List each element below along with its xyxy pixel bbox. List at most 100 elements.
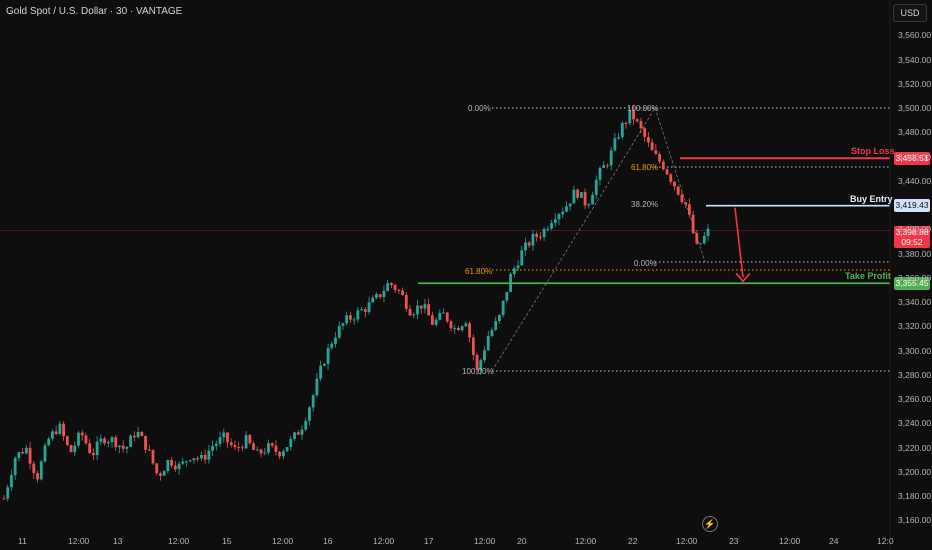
- candle-body: [77, 432, 80, 446]
- current-price: 3,398.88: [895, 227, 929, 237]
- candle-body: [639, 120, 643, 129]
- candle-body: [550, 222, 553, 229]
- price-tick: 3,440.00: [898, 175, 932, 186]
- candle-body: [24, 447, 28, 454]
- candle-body: [203, 454, 207, 460]
- time-tick: 17: [424, 536, 434, 546]
- candle-body: [427, 304, 431, 316]
- candle-body: [110, 437, 114, 443]
- candle-body: [226, 432, 229, 443]
- current-price-tag: 3,398.88 09:52: [894, 226, 930, 248]
- candle-body: [475, 354, 479, 371]
- candle-body: [147, 449, 151, 451]
- candle-body: [479, 360, 483, 371]
- lightning-icon[interactable]: ⚡: [702, 516, 718, 532]
- price-tick: 3,380.00: [898, 248, 932, 259]
- candle-body: [594, 179, 598, 195]
- time-tick: 13: [113, 536, 123, 546]
- candle-body: [620, 122, 624, 138]
- candle-body: [51, 431, 54, 439]
- candle-body: [561, 211, 565, 215]
- candle-body: [498, 314, 501, 322]
- candle-body: [6, 487, 10, 499]
- candle-body: [389, 283, 393, 286]
- candle-body: [17, 452, 21, 459]
- candle-body: [430, 315, 434, 325]
- candle-body: [240, 447, 244, 449]
- candle-body: [449, 321, 453, 329]
- candle-body: [617, 137, 621, 139]
- time-tick: 20: [517, 536, 527, 546]
- arrow-head: [735, 272, 751, 283]
- price-tick: 3,480.00: [898, 127, 932, 138]
- price-tick: 3,560.00: [898, 30, 932, 41]
- candle-body: [576, 189, 580, 198]
- price-tick: 3,280.00: [898, 369, 932, 380]
- candle-body: [248, 435, 252, 444]
- candle-body: [583, 192, 587, 206]
- candle-body: [196, 458, 200, 460]
- candle-body: [159, 473, 162, 476]
- candle-body: [281, 451, 285, 457]
- candle-body: [73, 445, 77, 453]
- candle-body: [337, 325, 341, 338]
- symbol-header: Gold Spot / U.S. Dollar · 30 · VANTAGE: [6, 6, 183, 17]
- take-profit-label: Take Profit: [845, 271, 891, 281]
- candle-body: [378, 294, 382, 298]
- candle-body: [568, 203, 572, 207]
- candle-body: [185, 461, 188, 463]
- candle-body: [118, 445, 121, 448]
- candle-body: [538, 236, 542, 238]
- candle-body: [606, 165, 609, 167]
- candle-body: [39, 461, 43, 480]
- candle-body: [352, 319, 356, 321]
- candle-body: [129, 435, 133, 447]
- candle-body: [628, 109, 632, 124]
- candle-body: [658, 154, 661, 162]
- candlestick-series: [2, 104, 710, 502]
- candle-body: [103, 438, 106, 444]
- candle-body: [386, 283, 390, 291]
- candle-body: [632, 109, 635, 120]
- candle-body: [155, 463, 159, 474]
- candle-body: [222, 432, 226, 438]
- fib-trend-line: [491, 107, 656, 372]
- candle-body: [468, 323, 472, 338]
- candle-body: [691, 214, 695, 234]
- candle-body: [181, 461, 185, 464]
- candle-body: [486, 336, 490, 351]
- candle-body: [609, 150, 613, 166]
- candle-body: [214, 443, 218, 447]
- candle-body: [587, 204, 591, 206]
- candle-body: [624, 122, 628, 124]
- candle-body: [535, 233, 539, 237]
- currency-button[interactable]: USD: [893, 4, 927, 22]
- candle-body: [397, 290, 401, 292]
- price-tick: 3,360.00: [898, 272, 932, 283]
- price-tick: 3,240.00: [898, 418, 932, 429]
- candle-body: [438, 312, 442, 320]
- candle-body: [252, 443, 255, 450]
- candle-body: [360, 309, 363, 311]
- candle-body: [278, 451, 282, 457]
- candle-body: [371, 297, 375, 303]
- candle-body: [300, 429, 304, 435]
- candle-body: [136, 432, 140, 438]
- candle-body: [542, 228, 546, 238]
- trade-levels: [418, 157, 890, 285]
- candle-body: [483, 350, 486, 361]
- time-tick: 12:00: [779, 536, 801, 546]
- candle-body: [65, 436, 69, 446]
- price-tick: 3,220.00: [898, 442, 932, 453]
- candle-body: [345, 315, 349, 324]
- candle-body: [423, 304, 427, 309]
- candle-body: [382, 290, 386, 298]
- candle-body: [702, 235, 706, 244]
- buy-entry-label: Buy Entry: [850, 194, 893, 204]
- candle-body: [416, 305, 419, 315]
- candle-body: [140, 432, 144, 436]
- candle-body: [505, 291, 509, 301]
- candle-body: [10, 475, 13, 488]
- candle-body: [680, 194, 684, 203]
